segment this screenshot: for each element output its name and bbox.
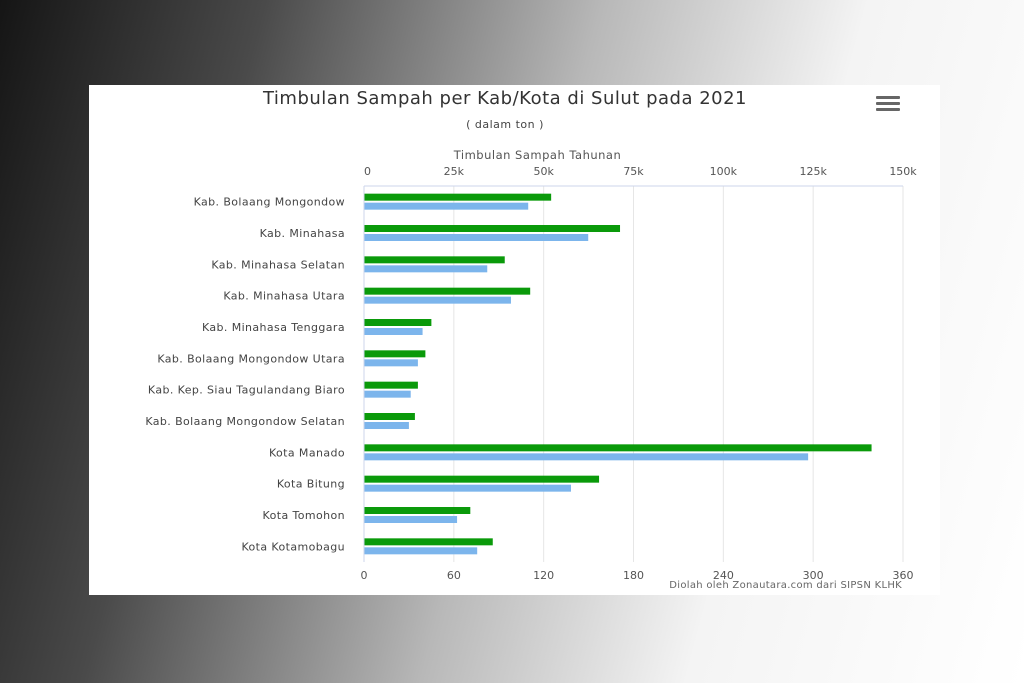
bar [364, 422, 409, 429]
top-tick-label: 25k [444, 165, 465, 178]
category-label: Kab. Bolaang Mongondow Selatan [145, 415, 345, 428]
category-label: Kota Manado [269, 446, 345, 459]
bar [364, 350, 426, 358]
bar [364, 256, 505, 264]
bar [364, 287, 531, 295]
category-label: Kota Tomohon [263, 509, 345, 522]
category-label: Kota Kotamobagu [241, 540, 345, 553]
category-label: Kab. Minahasa Tenggara [202, 321, 345, 334]
bar [364, 547, 478, 555]
bar [364, 538, 493, 546]
bar [364, 516, 458, 523]
bar [364, 484, 571, 492]
category-label: Kab. Kep. Siau Tagulandang Biaro [148, 384, 345, 397]
top-tick-label: 100k [710, 165, 738, 178]
bottom-tick-label: 60 [447, 569, 461, 582]
top-axis-title: Timbulan Sampah Tahunan [453, 148, 622, 162]
bar [364, 475, 600, 483]
bar [364, 234, 589, 241]
category-label: Kab. Minahasa [260, 227, 345, 240]
bar [364, 453, 809, 461]
top-tick-label: 50k [533, 165, 554, 178]
category-label: Kab. Bolaang Mongondow Utara [157, 352, 345, 365]
bottom-tick-label: 300 [803, 569, 824, 582]
bar [364, 413, 415, 420]
category-label: Kab. Minahasa Selatan [211, 258, 345, 271]
menu-line [876, 107, 900, 111]
bottom-tick-label: 0 [361, 569, 368, 582]
bar [364, 265, 488, 273]
menu-line [876, 95, 900, 99]
bar [364, 319, 432, 326]
bar [364, 225, 621, 232]
bar [364, 202, 529, 210]
chart-card [89, 85, 940, 595]
bottom-tick-label: 240 [713, 569, 734, 582]
category-label: Kota Bitung [277, 478, 345, 491]
bottom-tick-label: 120 [533, 569, 554, 582]
bar [364, 193, 552, 201]
category-label: Kab. Bolaang Mongondow [194, 196, 345, 209]
bar [364, 507, 471, 514]
top-tick-label: 125k [799, 165, 827, 178]
bar [364, 359, 418, 367]
bar [364, 390, 411, 398]
bottom-tick-label: 180 [623, 569, 644, 582]
menu-line [876, 101, 900, 105]
top-tick-label: 150k [889, 165, 917, 178]
category-label: Kab. Minahasa Utara [223, 290, 345, 303]
chart-credit: Diolah oleh Zonautara.com dari SIPSN KLH… [669, 580, 902, 591]
hamburger-menu-icon[interactable] [876, 94, 900, 112]
chart-title: Timbulan Sampah per Kab/Kota di Sulut pa… [262, 88, 748, 109]
bar [364, 328, 423, 335]
bar [364, 381, 418, 389]
top-tick-label: 0 [364, 165, 371, 178]
bottom-tick-label: 360 [893, 569, 914, 582]
bar [364, 296, 511, 304]
top-tick-label: 75k [623, 165, 644, 178]
chart-subtitle: ( dalam ton ) [466, 118, 544, 131]
bar [364, 444, 872, 452]
